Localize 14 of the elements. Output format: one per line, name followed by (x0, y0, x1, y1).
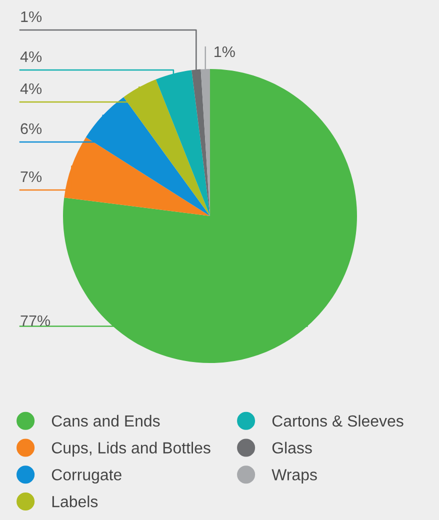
data-label: 6% (20, 123, 42, 134)
legend-label: Labels (52, 496, 98, 508)
legend-label: Cups, Lids and Bottles (52, 442, 210, 457)
legend-label: Corrugate (52, 469, 122, 484)
data-label: 1% (21, 11, 42, 22)
legend-label: Cartons & Sleeves (272, 414, 404, 427)
legend-label: Wraps (272, 469, 317, 484)
legend-label: Cans and Ends (52, 414, 160, 427)
data-label: 77% (20, 315, 50, 326)
data-label: 4% (20, 83, 42, 94)
legend-label: Glass (272, 442, 312, 454)
data-label: 7% (20, 171, 42, 182)
data-label: 4% (20, 51, 42, 62)
data-label: 1% (214, 46, 235, 58)
